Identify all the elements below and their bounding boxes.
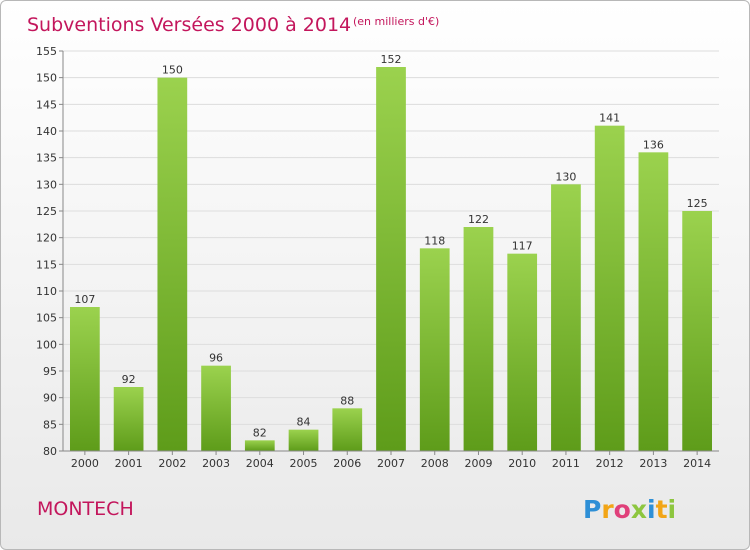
x-tick-label: 2004 <box>246 457 274 470</box>
bar <box>113 387 144 451</box>
x-tick-label: 2013 <box>639 457 667 470</box>
bar-value-label: 96 <box>209 352 223 365</box>
bar-value-label: 88 <box>340 394 354 407</box>
bar-value-label: 130 <box>555 170 576 183</box>
bar <box>463 227 494 451</box>
x-tick-label: 2006 <box>333 457 361 470</box>
x-tick-label: 2010 <box>508 457 536 470</box>
bar <box>551 184 581 452</box>
x-tick-label: 2007 <box>377 457 405 470</box>
y-tick-label: 85 <box>43 418 57 431</box>
bar-value-label: 107 <box>74 293 95 306</box>
chart-title: Subventions Versées 2000 à 2014 <box>27 14 351 36</box>
bar-value-label: 141 <box>599 112 620 125</box>
y-tick-label: 145 <box>36 98 57 111</box>
y-tick-label: 115 <box>36 258 57 271</box>
bar <box>682 211 713 451</box>
logo-letter: r <box>601 495 614 524</box>
bar-value-label: 84 <box>297 416 311 429</box>
bar <box>201 365 231 451</box>
bars: 107 92 150 96 82 84 88 152 118 122 117 130 141 136 125 <box>69 53 713 452</box>
x-tick-label: 2011 <box>552 457 580 470</box>
x-tick-label: 2005 <box>290 457 318 470</box>
y-tick-label: 130 <box>36 178 57 191</box>
y-axis-ticks: 80 85 90 95 100 105 110 115 120 125 130 135 140 145 15… <box>36 45 63 458</box>
y-tick-label: 105 <box>36 312 57 325</box>
x-tick-label: 2012 <box>596 457 624 470</box>
x-axis-ticks: 2000 2001 2002 2003 2004 2005 2006 2007 2008 2009… <box>71 451 711 470</box>
logo-letter: o <box>614 495 631 524</box>
bar-value-label: 92 <box>122 373 136 386</box>
y-tick-label: 80 <box>43 445 57 458</box>
x-tick-label: 2014 <box>683 457 711 470</box>
x-tick-label: 2008 <box>421 457 449 470</box>
x-tick-label: 2003 <box>202 457 230 470</box>
bar <box>594 125 625 452</box>
y-tick-label: 110 <box>36 285 57 298</box>
bar <box>376 67 406 451</box>
chart-subtitle: (en milliers d'€) <box>353 15 439 28</box>
y-tick-label: 135 <box>36 152 57 165</box>
bar <box>157 77 188 452</box>
logo-letter: t <box>656 495 668 524</box>
logo-letter: P <box>583 495 601 524</box>
bar-value-label: 117 <box>512 240 533 253</box>
y-tick-label: 90 <box>43 392 57 405</box>
bar-value-label: 150 <box>162 64 183 77</box>
logo-letter: i <box>647 495 656 524</box>
commune-name: MONTECH <box>37 498 134 520</box>
y-tick-label: 140 <box>36 125 57 138</box>
bar <box>507 253 538 451</box>
logo-letter: x <box>631 495 647 524</box>
y-tick-label: 120 <box>36 232 57 245</box>
y-tick-label: 95 <box>43 365 57 378</box>
x-tick-label: 2009 <box>464 457 492 470</box>
bar-value-label: 82 <box>253 426 267 439</box>
bar <box>332 408 363 451</box>
x-tick-label: 2001 <box>115 457 143 470</box>
bar-value-label: 118 <box>424 234 445 247</box>
x-tick-label: 2000 <box>71 457 99 470</box>
y-tick-label: 155 <box>36 45 57 58</box>
y-tick-label: 125 <box>36 205 57 218</box>
bar-value-label: 122 <box>468 213 489 226</box>
proxiti-logo: Proxiti <box>583 495 676 524</box>
x-tick-label: 2002 <box>158 457 186 470</box>
bar <box>69 307 100 451</box>
bar <box>419 248 450 451</box>
bar-value-label: 152 <box>381 53 402 66</box>
logo-letter: i <box>668 495 677 524</box>
bar-value-label: 125 <box>687 197 708 210</box>
y-tick-label: 150 <box>36 72 57 85</box>
bar <box>244 440 275 451</box>
bar <box>638 152 669 452</box>
bar <box>288 429 319 451</box>
y-tick-label: 100 <box>36 338 57 351</box>
bar-value-label: 136 <box>643 138 664 151</box>
